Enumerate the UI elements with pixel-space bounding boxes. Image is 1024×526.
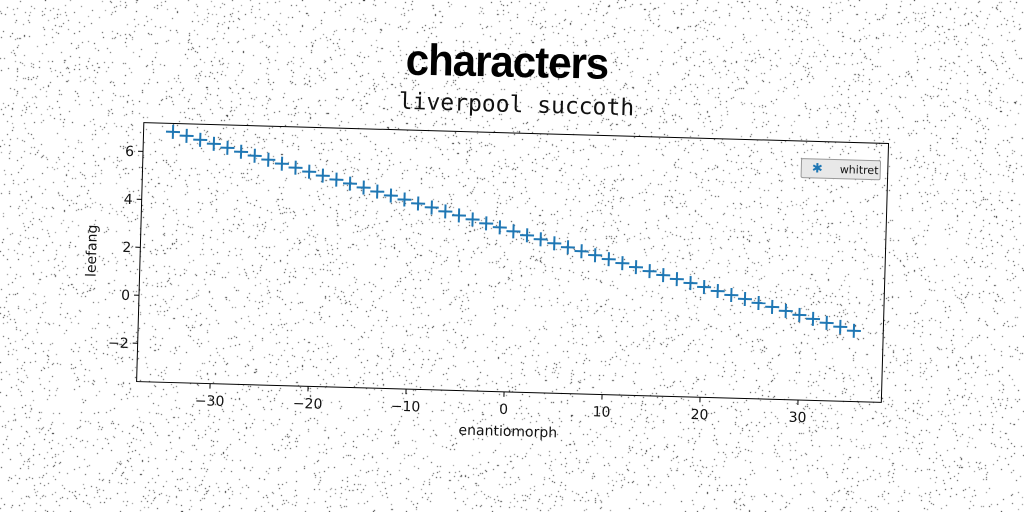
data-point — [220, 141, 234, 155]
x-tick-label: −30 — [195, 393, 225, 410]
data-point — [670, 272, 684, 286]
data-point — [179, 129, 193, 143]
data-point — [806, 312, 820, 326]
x-tick-label: 30 — [788, 410, 806, 426]
data-point — [302, 164, 316, 178]
data-point — [479, 216, 493, 230]
data-point — [411, 196, 425, 210]
data-point — [425, 200, 439, 214]
y-tick-label: 0 — [121, 288, 130, 304]
legend-label: whitret — [840, 163, 879, 177]
data-point — [683, 276, 697, 290]
data-point — [234, 145, 248, 159]
data-point — [506, 224, 520, 238]
data-point — [765, 300, 779, 314]
data-point — [547, 236, 561, 250]
y-axis-label: leefang — [84, 224, 101, 277]
y-tick-label: −2 — [108, 335, 129, 352]
data-point — [779, 304, 793, 318]
data-point — [656, 268, 670, 282]
data-point — [329, 172, 343, 186]
data-point — [697, 280, 711, 294]
data-point — [724, 288, 738, 302]
x-tick-label: 10 — [592, 404, 610, 420]
data-point — [288, 160, 302, 174]
data-point — [493, 220, 507, 234]
data-point — [397, 192, 411, 206]
data-point — [833, 320, 847, 334]
data-point — [370, 184, 384, 198]
y-tick-label: 4 — [124, 192, 133, 208]
data-point — [316, 168, 330, 182]
y-tick-label: 6 — [125, 144, 134, 160]
data-point — [452, 208, 466, 222]
data-point — [207, 137, 221, 151]
data-point — [588, 248, 602, 262]
data-point — [561, 240, 575, 254]
data-point — [751, 296, 765, 310]
y-tick-label: 2 — [122, 240, 131, 256]
data-point — [275, 157, 289, 171]
x-tick-label: −10 — [391, 399, 421, 416]
data-point — [711, 284, 725, 298]
x-tick-label: 0 — [499, 402, 508, 418]
data-point — [465, 212, 479, 226]
data-point — [261, 153, 275, 167]
legend-marker-icon: ✱ — [812, 161, 823, 176]
data-point — [615, 256, 629, 270]
data-point — [356, 180, 370, 194]
data-point — [574, 244, 588, 258]
data-point — [738, 292, 752, 306]
data-point — [533, 232, 547, 246]
chart-legend: ✱ whitret — [801, 158, 882, 180]
data-point — [248, 149, 262, 163]
data-point — [384, 188, 398, 202]
data-point — [193, 133, 207, 147]
data-point — [343, 176, 357, 190]
data-point — [792, 308, 806, 322]
data-point — [642, 264, 656, 278]
x-axis-label: enantiomorph — [458, 423, 557, 442]
x-tick-label: 20 — [690, 407, 708, 423]
data-point — [520, 228, 534, 242]
data-point — [166, 125, 180, 139]
data-point — [847, 324, 861, 338]
data-point — [602, 252, 616, 266]
plot-frame — [137, 123, 889, 403]
data-point — [629, 260, 643, 274]
data-point — [819, 316, 833, 330]
data-point — [438, 204, 452, 218]
x-tick-label: −20 — [293, 396, 323, 413]
